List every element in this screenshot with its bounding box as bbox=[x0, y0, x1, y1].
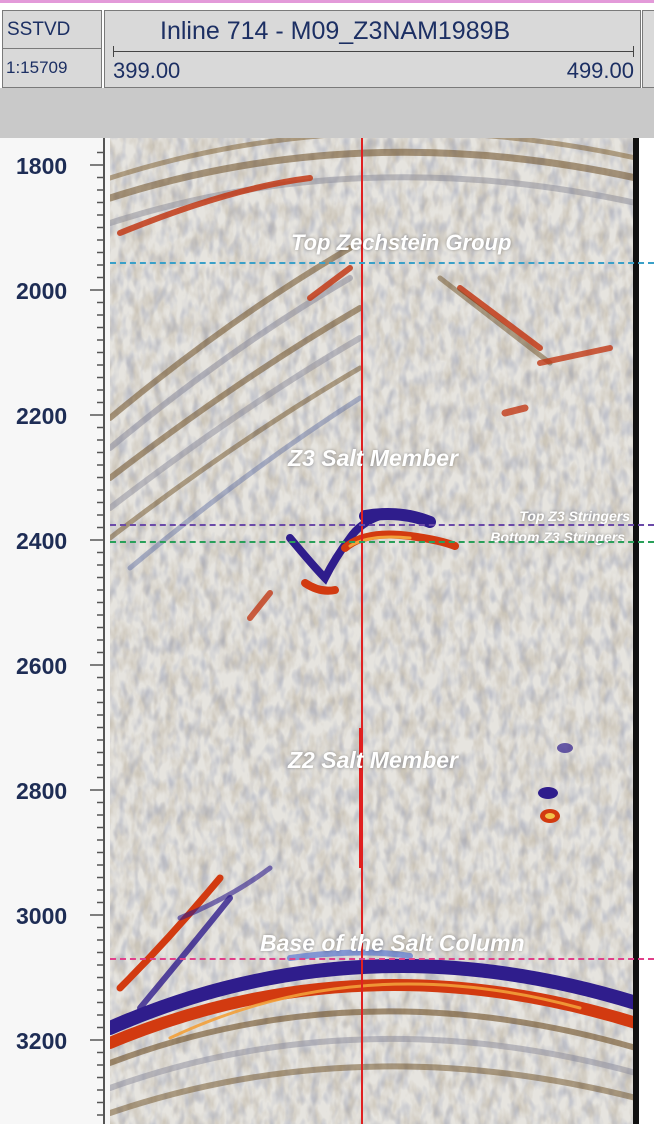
label-base-salt: Base of the Salt Column bbox=[260, 930, 525, 956]
range-end: 499.00 bbox=[566, 58, 634, 83]
range-ruler-tick-left bbox=[113, 46, 114, 57]
depth-axis-ticks bbox=[90, 138, 105, 1124]
range-ruler-line bbox=[113, 51, 633, 52]
section-header: Inline 714 - M09_Z3NAM1989B 399.00 499.0… bbox=[104, 10, 641, 88]
header-edge-cell bbox=[642, 10, 654, 88]
scale-label: 1:15709 bbox=[6, 58, 68, 77]
label-z3-salt: Z3 Salt Member bbox=[288, 445, 458, 471]
depth-tick-2000: 2000 bbox=[16, 278, 68, 304]
window-top-border bbox=[0, 0, 654, 3]
depth-tick-2600: 2600 bbox=[16, 653, 68, 679]
label-top-z3-stringers: Top Z3 Stringers bbox=[519, 508, 630, 524]
header-spacer bbox=[0, 88, 654, 138]
depth-axis: 1800 2000 2200 2400 2600 2800 3000 3200 bbox=[0, 138, 110, 1124]
label-z2-salt: Z2 Salt Member bbox=[288, 747, 458, 773]
seismic-section[interactable]: Top Zechstein Group Z3 Salt Member Top Z… bbox=[110, 138, 636, 1124]
horizon-line-top-zechstein bbox=[110, 262, 654, 264]
depth-tick-3200: 3200 bbox=[16, 1028, 68, 1054]
header-divider bbox=[3, 48, 101, 49]
depth-tick-2800: 2800 bbox=[16, 778, 68, 804]
depth-tick-2400: 2400 bbox=[16, 528, 68, 554]
range-start: 399.00 bbox=[113, 58, 181, 83]
depth-tick-2200: 2200 bbox=[16, 403, 68, 429]
label-top-zechstein: Top Zechstein Group bbox=[291, 230, 512, 255]
section-right-border bbox=[633, 138, 639, 1124]
horizon-line-base-salt bbox=[110, 958, 654, 960]
depth-tick-3000: 3000 bbox=[16, 903, 68, 929]
horizon-line-top-z3-stringers bbox=[110, 524, 654, 526]
depth-label: SSTVD bbox=[7, 19, 71, 40]
horizon-line-bottom-z3-stringers bbox=[110, 541, 654, 543]
depth-tick-1800: 1800 bbox=[16, 153, 68, 179]
right-margin bbox=[639, 138, 654, 1124]
range-ruler-tick-right bbox=[633, 46, 634, 57]
section-title: Inline 714 - M09_Z3NAM1989B bbox=[160, 17, 511, 45]
depth-scale-header: SSTVD 1:15709 bbox=[2, 10, 102, 88]
seismic-image bbox=[110, 138, 636, 1124]
